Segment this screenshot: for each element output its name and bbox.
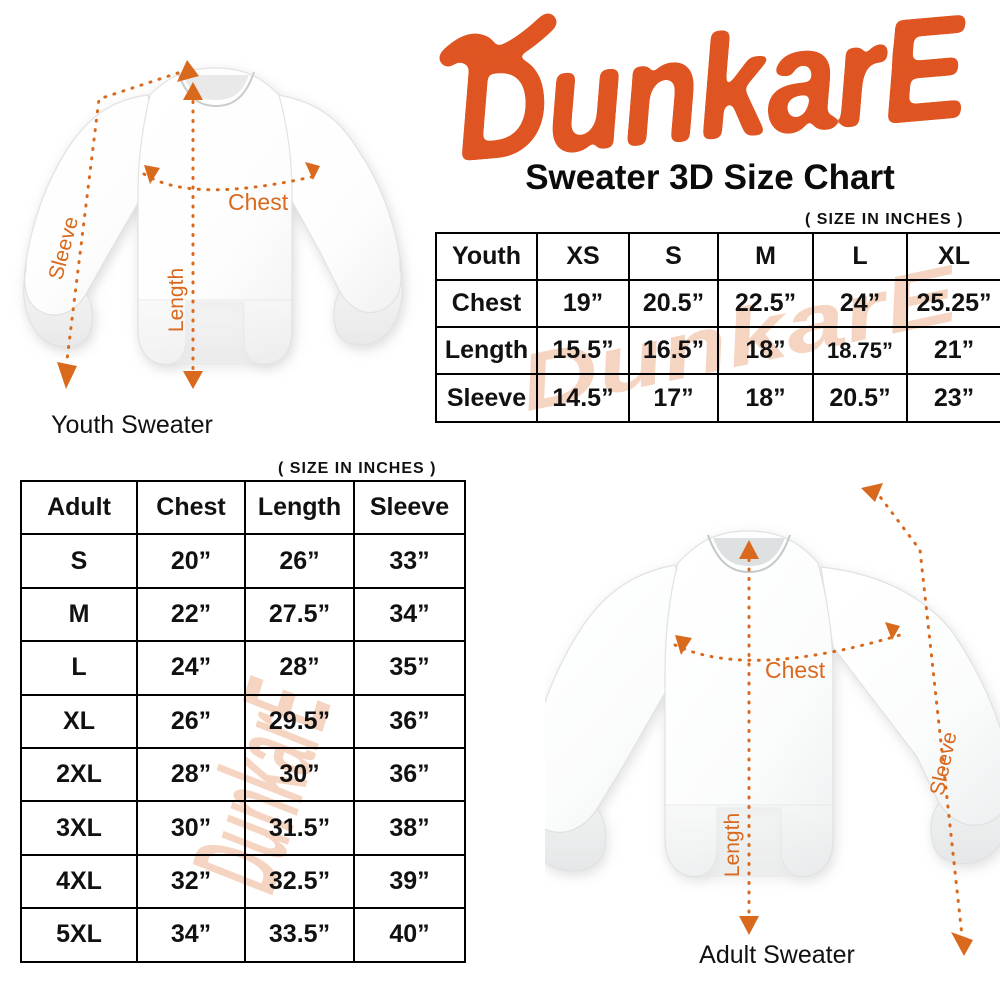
svg-text:Length: Length [721,813,744,877]
svg-text:Youth Sweater: Youth Sweater [51,411,213,439]
svg-text:Length: Length [165,268,188,332]
svg-text:Adult Sweater: Adult Sweater [699,941,855,969]
svg-text:Chest: Chest [228,189,289,215]
svg-text:Chest: Chest [765,657,826,683]
